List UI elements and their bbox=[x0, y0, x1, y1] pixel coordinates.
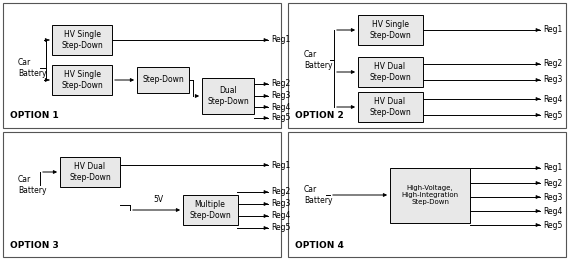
Text: Reg2: Reg2 bbox=[271, 187, 290, 197]
Text: HV Dual
Step-Down: HV Dual Step-Down bbox=[69, 162, 111, 182]
Text: HV Dual
Step-Down: HV Dual Step-Down bbox=[369, 62, 411, 82]
Text: Reg1: Reg1 bbox=[543, 25, 562, 35]
Text: Reg5: Reg5 bbox=[543, 110, 563, 120]
Text: Reg4: Reg4 bbox=[271, 211, 290, 220]
Text: Step-Down: Step-Down bbox=[142, 75, 184, 84]
Text: Reg2: Reg2 bbox=[543, 60, 562, 68]
Text: Reg1: Reg1 bbox=[271, 160, 290, 170]
FancyBboxPatch shape bbox=[202, 78, 254, 114]
Text: OPTION 3: OPTION 3 bbox=[10, 241, 59, 250]
FancyBboxPatch shape bbox=[137, 67, 189, 93]
Text: Reg1: Reg1 bbox=[543, 164, 562, 172]
Text: Reg3: Reg3 bbox=[543, 192, 563, 202]
FancyBboxPatch shape bbox=[60, 157, 120, 187]
Text: Reg5: Reg5 bbox=[271, 224, 290, 232]
Bar bbox=[3, 3, 281, 128]
Text: High-Voltage,
High-Integration
Step-Down: High-Voltage, High-Integration Step-Down bbox=[401, 185, 458, 205]
Bar bbox=[3, 132, 281, 257]
FancyBboxPatch shape bbox=[52, 65, 112, 95]
Bar bbox=[288, 3, 566, 128]
FancyBboxPatch shape bbox=[390, 167, 470, 223]
Text: Car
Battery: Car Battery bbox=[18, 175, 47, 195]
Text: HV Single
Step-Down: HV Single Step-Down bbox=[61, 30, 103, 50]
FancyBboxPatch shape bbox=[182, 195, 238, 225]
Text: OPTION 4: OPTION 4 bbox=[295, 241, 344, 250]
FancyBboxPatch shape bbox=[357, 15, 422, 45]
FancyBboxPatch shape bbox=[357, 92, 422, 122]
Text: HV Single
Step-Down: HV Single Step-Down bbox=[61, 70, 103, 90]
Text: Car
Battery: Car Battery bbox=[304, 50, 332, 70]
Text: 5V: 5V bbox=[153, 196, 163, 205]
FancyBboxPatch shape bbox=[357, 57, 422, 87]
Text: Car
Battery: Car Battery bbox=[18, 58, 47, 78]
Text: Reg3: Reg3 bbox=[271, 199, 290, 209]
Text: Reg3: Reg3 bbox=[543, 75, 563, 84]
Text: OPTION 2: OPTION 2 bbox=[295, 111, 344, 120]
Text: Reg2: Reg2 bbox=[543, 179, 562, 187]
FancyBboxPatch shape bbox=[52, 25, 112, 55]
Text: Car
Battery: Car Battery bbox=[304, 185, 332, 205]
Bar bbox=[288, 132, 566, 257]
Text: Reg4: Reg4 bbox=[543, 206, 563, 216]
Text: Dual
Step-Down: Dual Step-Down bbox=[207, 86, 249, 106]
Text: HV Dual
Step-Down: HV Dual Step-Down bbox=[369, 97, 411, 117]
Text: Reg4: Reg4 bbox=[543, 94, 563, 103]
Text: HV Single
Step-Down: HV Single Step-Down bbox=[369, 20, 411, 40]
Text: Multiple
Step-Down: Multiple Step-Down bbox=[189, 200, 231, 220]
Text: Reg2: Reg2 bbox=[271, 80, 290, 88]
Text: Reg4: Reg4 bbox=[271, 102, 290, 112]
Text: Reg1: Reg1 bbox=[271, 36, 290, 44]
Text: Reg3: Reg3 bbox=[271, 92, 290, 101]
Text: Reg5: Reg5 bbox=[543, 220, 563, 230]
Text: Reg5: Reg5 bbox=[271, 114, 290, 122]
Text: OPTION 1: OPTION 1 bbox=[10, 111, 59, 120]
